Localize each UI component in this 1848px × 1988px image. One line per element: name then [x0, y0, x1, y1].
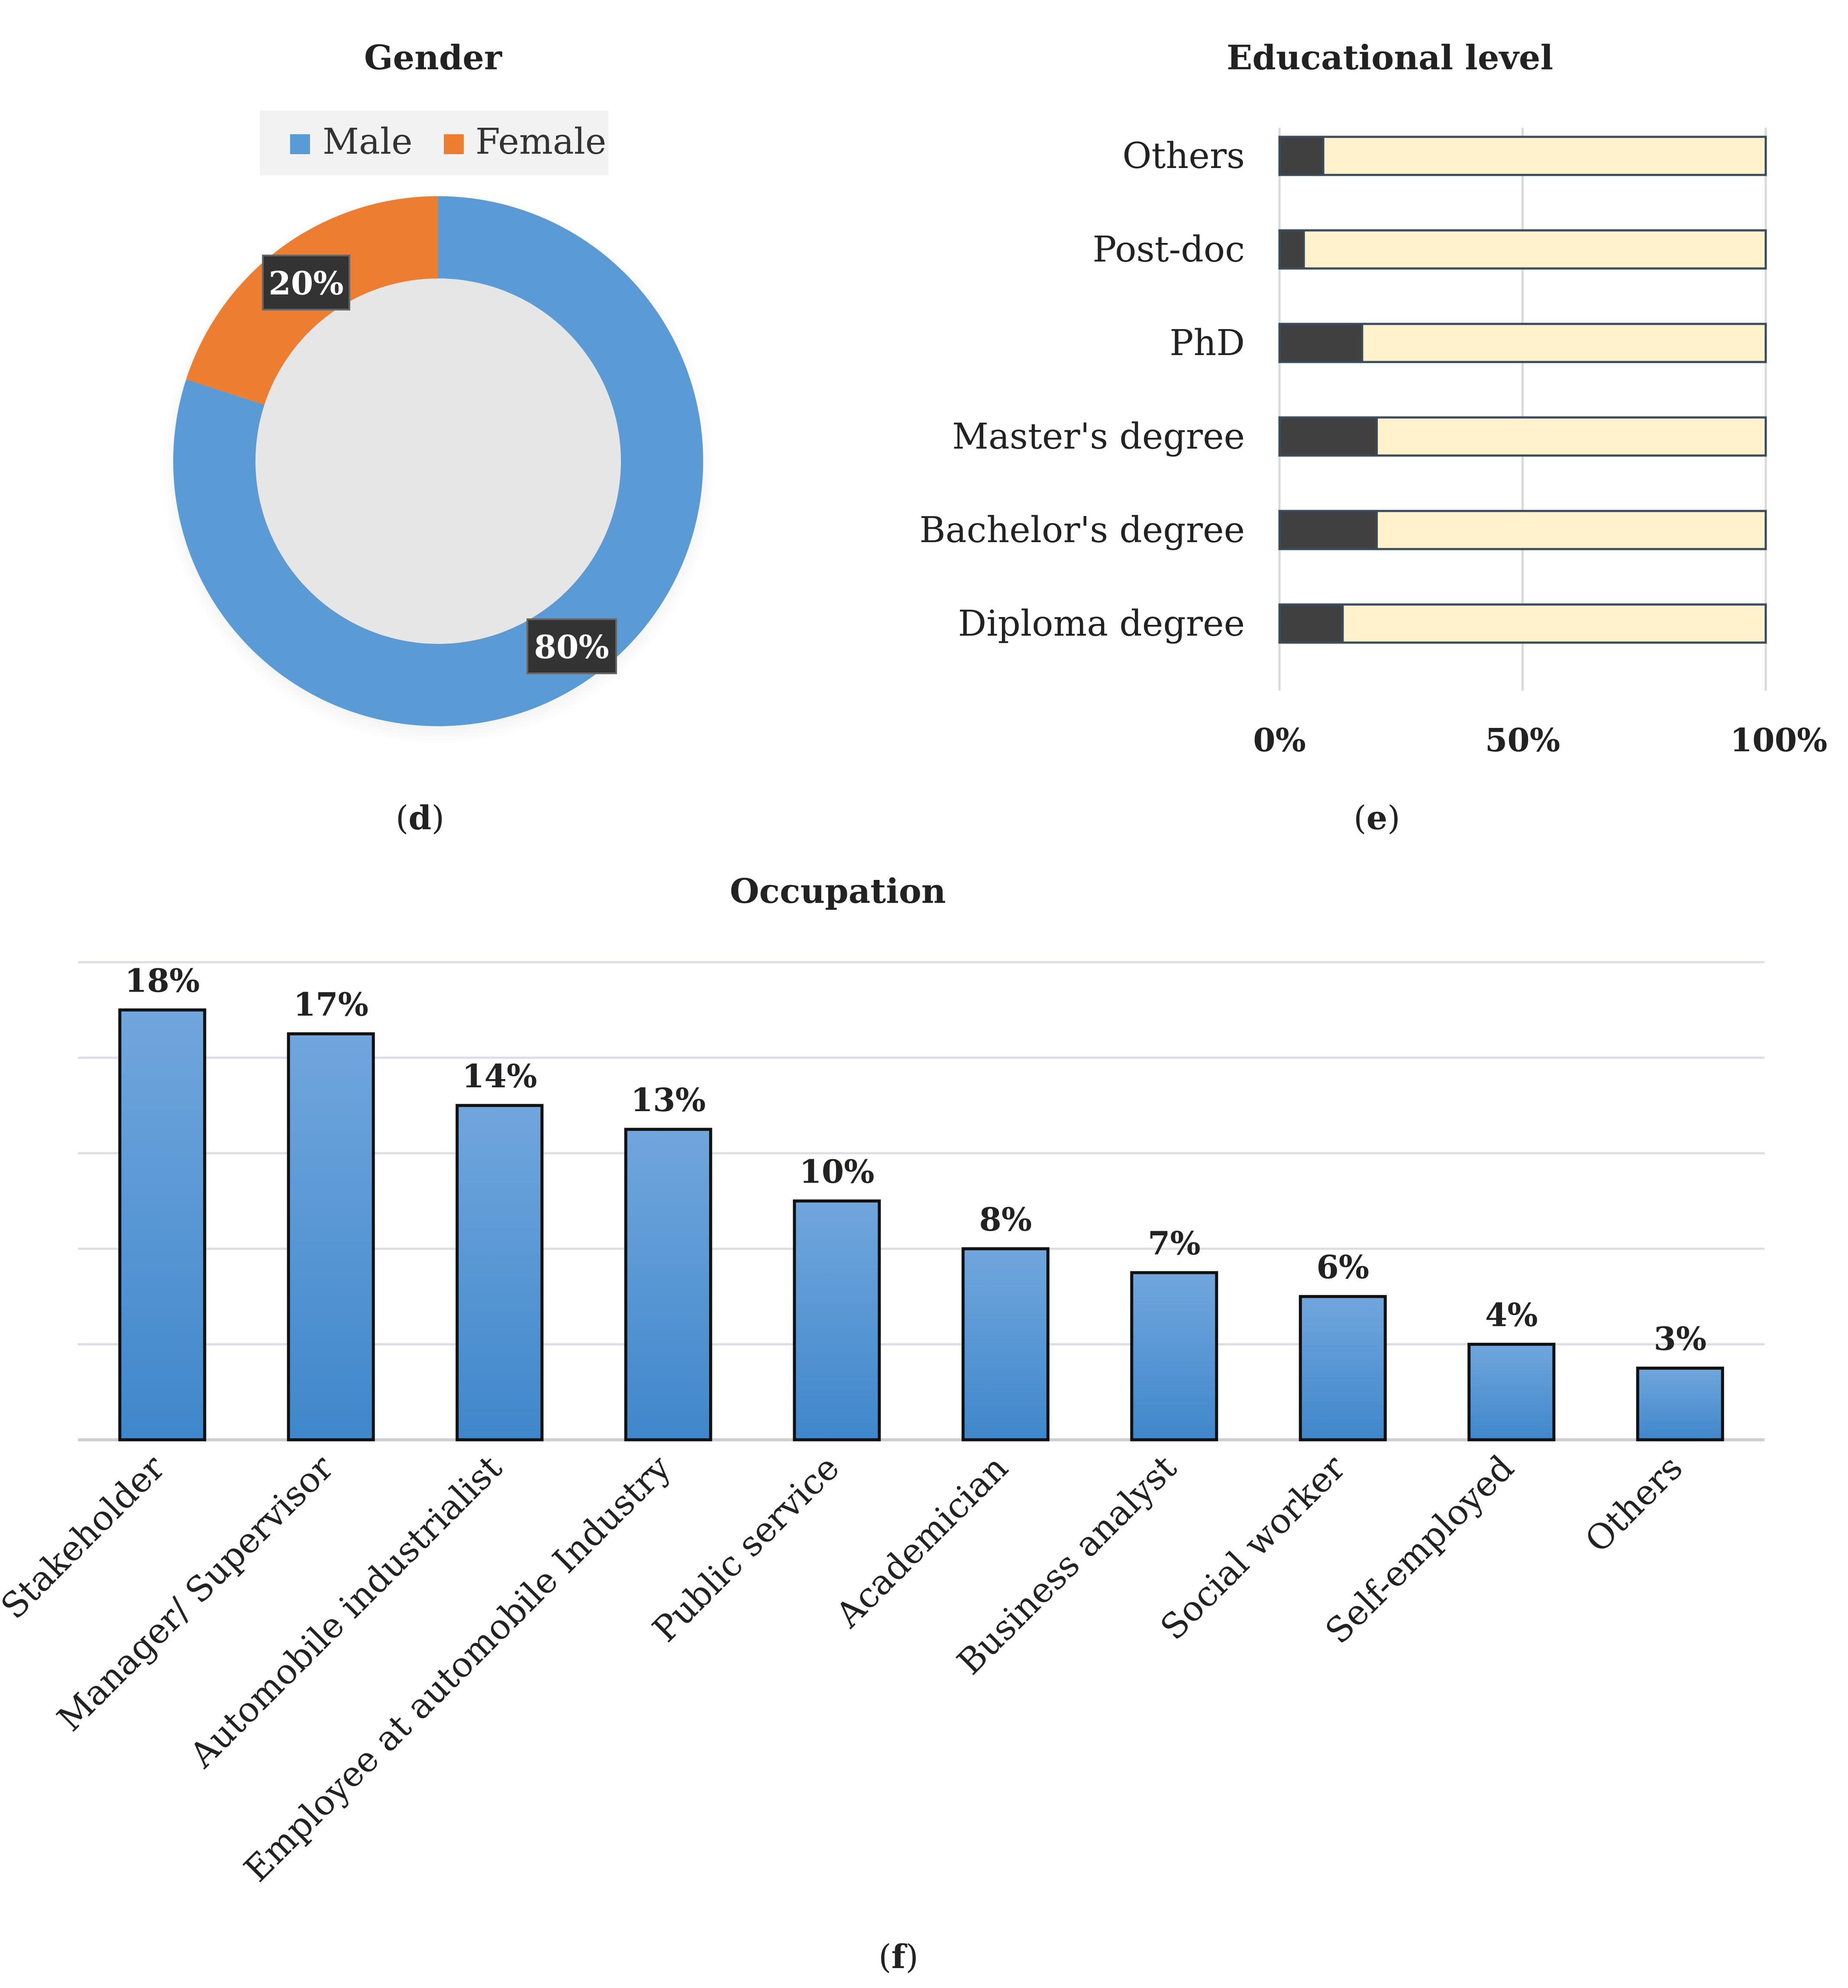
- education-label-bachelor-s-degree: Bachelor's degree: [919, 510, 1245, 551]
- education-label-others: Others: [1122, 136, 1245, 177]
- education-x-tick-2: 100%: [1730, 722, 1828, 759]
- education-category-labels: Others Post-doc PhD Master's degree Bachelor…: [919, 136, 1245, 644]
- occupation-bar-manager-supervisor: [287, 1032, 375, 1442]
- occupation-title: Occupation: [730, 872, 946, 911]
- panel-label-f-letter: f: [892, 1937, 908, 1976]
- occupation-bar-business-analyst: [1130, 1271, 1218, 1442]
- occupation-bar-public-service: [793, 1199, 881, 1442]
- occupation-label-manager-supervisor: Manager/ Supervisor: [49, 1447, 341, 1739]
- panel-label-d-letter: d: [408, 798, 431, 837]
- occupation-value-others: 3%: [1654, 1321, 1706, 1358]
- education-bar-post-doc-remainder: [1302, 229, 1767, 270]
- occupation-value-stakeholder: 18%: [125, 962, 200, 999]
- donut-label-female-text: 20%: [268, 265, 343, 302]
- donut-label-female: 20%: [262, 255, 350, 310]
- occupation-chart: Occupation 18% 17% 14% 13% 10% 8% 7% 6% 4% 3% Sta…: [0, 872, 1764, 1976]
- occupation-bar-self-employed: [1467, 1342, 1556, 1442]
- occupation-label-stakeholder: Stakeholder: [0, 1447, 173, 1627]
- education-bar-bachelor-s-degree-remainder: [1376, 510, 1767, 550]
- occupation-value-labels: 18% 17% 14% 13% 10% 8% 7% 6% 4% 3%: [125, 962, 1706, 1358]
- occupation-value-public-service: 10%: [799, 1154, 874, 1191]
- panel-label-d: (d): [396, 798, 444, 837]
- education-x-tick-0: 0%: [1253, 722, 1306, 759]
- education-bars: [1278, 136, 1767, 644]
- occupation-bar-employee-at-automobile-industry: [624, 1128, 712, 1442]
- panel-label-e: (e): [1354, 798, 1400, 837]
- occupation-label-others: Others: [1577, 1448, 1690, 1561]
- education-gridlines: [1278, 128, 1767, 691]
- occupation-value-automobile-industrialist: 14%: [462, 1058, 537, 1095]
- legend-swatch-female: [444, 134, 464, 154]
- education-label-diploma-degree: Diploma degree: [958, 603, 1245, 644]
- education-label-phd: PhD: [1170, 323, 1245, 364]
- occupation-value-self-employed: 4%: [1485, 1296, 1538, 1334]
- occupation-bar-academician: [961, 1247, 1050, 1442]
- donut-slice-male: [173, 196, 703, 726]
- donut-label-male-text: 80%: [534, 629, 609, 666]
- occupation-label-academician: Academician: [828, 1448, 1016, 1636]
- occupation-value-social-worker: 6%: [1316, 1249, 1369, 1286]
- legend-label-male: Male: [323, 121, 413, 162]
- education-label-master-s-degree: Master's degree: [952, 416, 1245, 457]
- education-bar-master-s-degree-remainder: [1376, 416, 1767, 457]
- panel-label-e-letter: e: [1367, 798, 1387, 837]
- donut-label-female-box: [262, 255, 350, 310]
- gender-title: Gender: [364, 38, 502, 78]
- occupation-value-academician: 8%: [979, 1201, 1032, 1238]
- education-bar-phd-share: [1278, 323, 1363, 363]
- occupation-bar-automobile-industrialist: [456, 1104, 544, 1442]
- education-bar-bachelor-s-degree-share: [1278, 510, 1378, 550]
- gender-chart: Gender Male Female 20% 80% (d): [161, 38, 715, 837]
- education-chart: Educational level Others Post-doc PhD Maste…: [919, 38, 1827, 837]
- education-x-tick-1: 50%: [1485, 722, 1560, 759]
- occupation-bar-others: [1636, 1367, 1724, 1442]
- education-bar-others-share: [1278, 136, 1325, 176]
- education-title: Educational level: [1227, 38, 1553, 78]
- education-bar-others-remainder: [1322, 136, 1767, 176]
- occupation-bar-social-worker: [1299, 1295, 1387, 1442]
- education-label-post-doc: Post-doc: [1092, 229, 1245, 270]
- occupation-value-employee-at-automobile-industry: 13%: [631, 1082, 706, 1119]
- education-bar-master-s-degree-share: [1278, 416, 1378, 457]
- gender-legend-box: [260, 110, 608, 175]
- donut-label-male: 80%: [527, 618, 617, 674]
- occupation-value-business-analyst: 7%: [1148, 1225, 1201, 1262]
- occupation-bar-stakeholder: [118, 1008, 207, 1442]
- education-x-ticks: 0% 50% 100%: [1253, 722, 1827, 759]
- occupation-value-manager-supervisor: 17%: [294, 986, 368, 1023]
- legend-label-female: Female: [475, 121, 606, 162]
- education-bar-phd-remainder: [1361, 323, 1767, 363]
- legend-swatch-male: [290, 134, 310, 154]
- education-bar-post-doc-share: [1278, 229, 1305, 270]
- panel-label-f: (f): [879, 1937, 918, 1976]
- education-bar-diploma-degree-remainder: [1341, 603, 1767, 644]
- donut-label-male-box: [527, 618, 617, 674]
- education-bar-diploma-degree-share: [1278, 603, 1344, 644]
- occupation-bars: [118, 1008, 1724, 1442]
- occupation-label-automobile-industrialist: Automobile industrialist: [181, 1448, 510, 1776]
- gender-legend: Male Female: [260, 110, 608, 175]
